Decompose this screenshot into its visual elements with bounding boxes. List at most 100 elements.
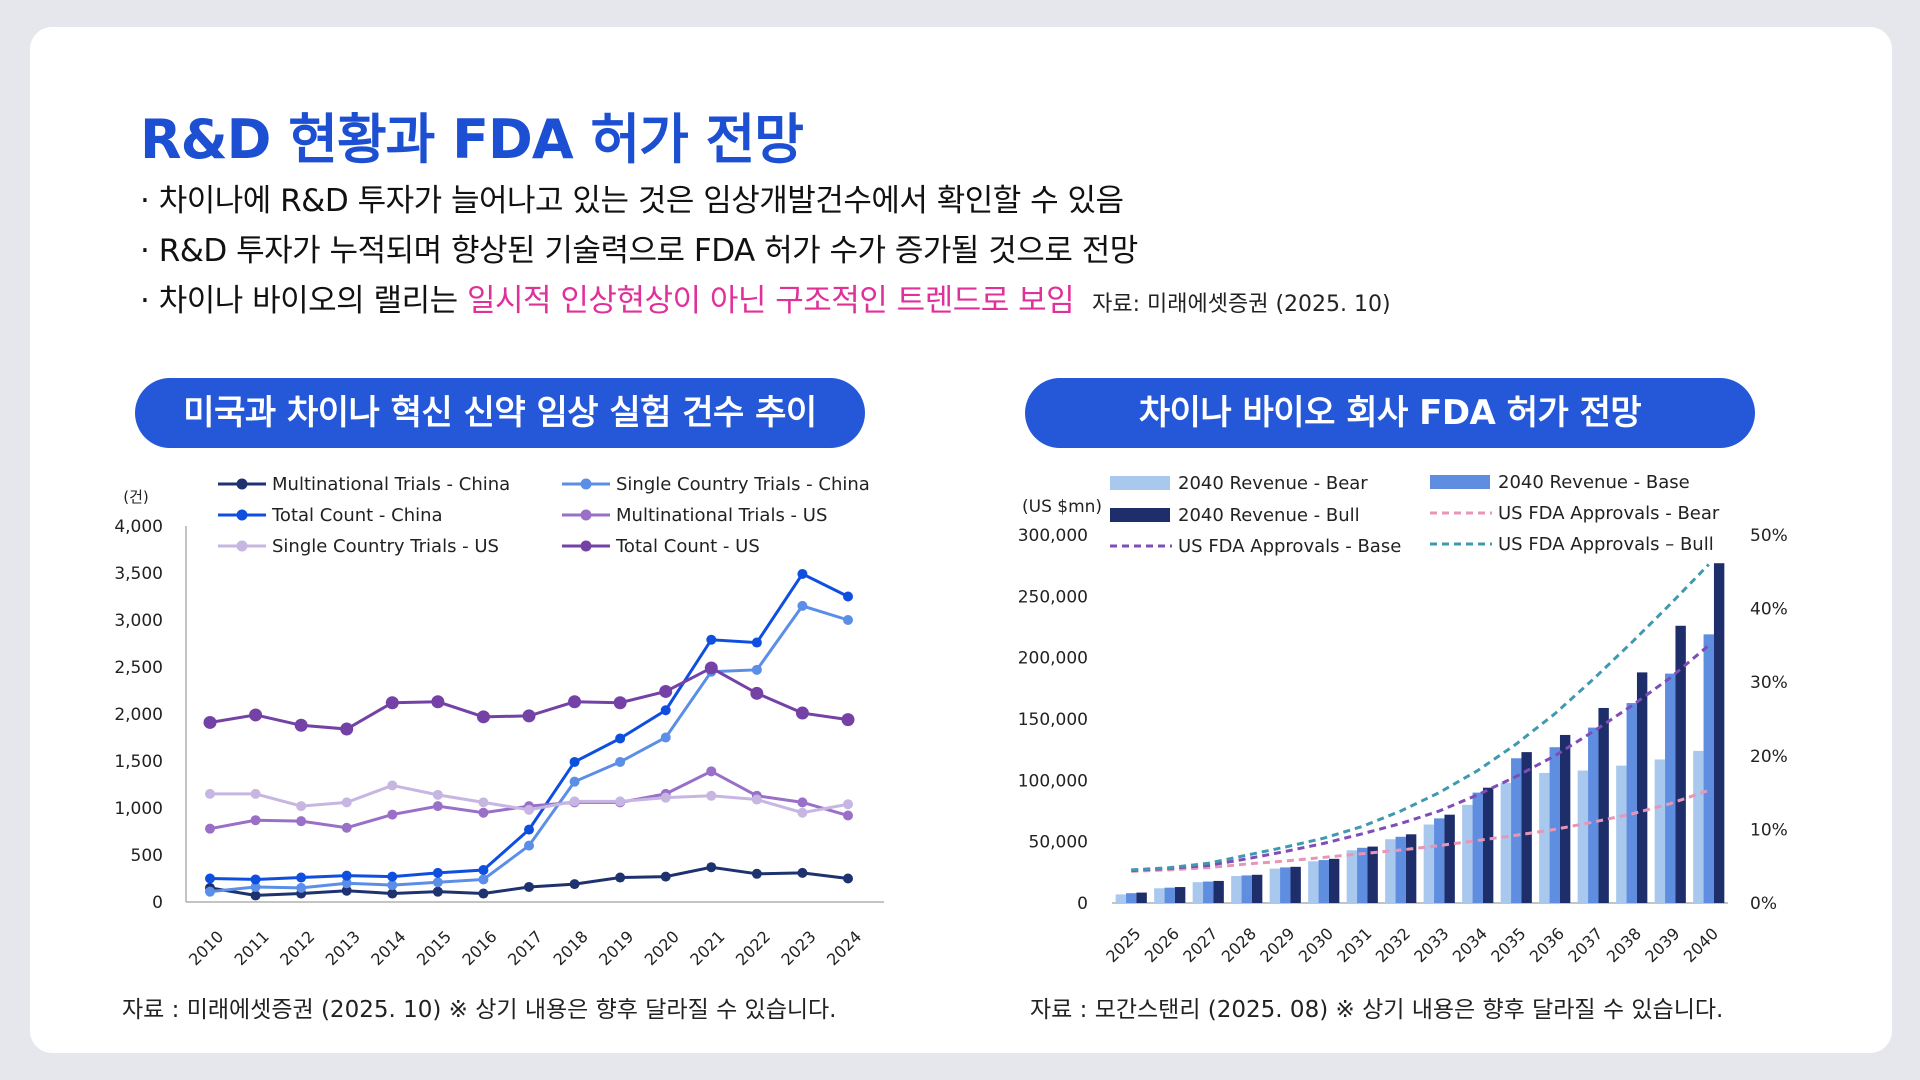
revenue-bar [1269,868,1281,903]
data-point [478,807,489,818]
data-point [385,696,399,710]
x-tick-label: 2035 [1487,924,1529,966]
legend-swatch-marker [236,509,248,521]
legend-label: US FDA Approvals - Base [1178,536,1401,557]
revenue-bar [1115,894,1127,903]
revenue-bar [1636,672,1648,903]
data-point [341,878,352,889]
data-point [615,733,626,744]
revenue-bar [1213,880,1224,903]
data-point [524,840,534,851]
left-chart-title-pill: 미국과 차이나 혁신 신약 임상 실험 건수 추이 [135,378,865,448]
revenue-bar [1539,772,1550,903]
x-tick-label: 2017 [504,927,546,969]
revenue-bar [1231,876,1242,903]
revenue-bar [1626,703,1637,903]
data-point [205,823,215,834]
bullet-highlight: 일시적 인상현상이 아닌 구조적인 트렌드로 보임 [466,283,1075,319]
x-tick-label: 2021 [686,927,728,969]
data-point [249,708,263,722]
page-title: R&D 현황과 FDA 허가 전망 [140,108,804,171]
data-point [704,661,718,675]
data-point [615,796,626,807]
approval-line [1131,563,1710,872]
x-tick-label: 2018 [550,927,592,969]
data-point [432,789,443,800]
revenue-bar [1328,858,1340,903]
x-tick-label: 2024 [823,927,865,969]
x-tick-label: 2038 [1603,924,1645,966]
data-point [432,877,443,888]
data-point [797,600,808,611]
data-point [250,890,261,901]
legend-swatch-marker [580,509,592,521]
legend-label: Single Country Trials - China [616,474,870,495]
y-tick-label: 3,500 [114,564,163,584]
bullet-item: · 차이나 바이오의 랠리는 일시적 인상현상이 아닌 구조적인 트렌드로 보임… [140,276,1391,326]
y-tick-label: 150,000 [1018,710,1088,730]
data-point [751,868,762,879]
revenue-bar [1290,866,1301,903]
data-point [751,664,762,675]
revenue-bar [1665,673,1676,903]
data-point [615,756,626,767]
x-tick-label: 2011 [231,927,273,969]
revenue-bar [1318,860,1329,903]
data-point [569,756,580,767]
data-point [615,872,626,883]
revenue-bar [1472,792,1483,903]
data-point [250,874,261,885]
data-point [751,794,762,805]
y-tick-label: 200,000 [1018,649,1088,669]
x-tick-label: 2012 [276,927,318,969]
legend-label: US FDA Approvals - Bear [1498,503,1720,524]
revenue-bar [1367,846,1378,903]
revenue-bar [1405,834,1417,903]
legend-label: Total Count - US [615,536,760,557]
revenue-bar [1482,787,1494,903]
revenue-bar [1703,634,1714,903]
legend-swatch-bar [1430,475,1490,489]
data-point [205,788,215,799]
data-point [843,591,853,602]
revenue-bar [1616,765,1627,903]
revenue-bar [1434,818,1445,903]
data-point [841,713,855,727]
data-point [706,862,717,873]
x-tick-label: 2014 [367,927,409,969]
trials-line-chart: (건) 0 500 1,000 1,500 2,000 2,500 3,000 3,500 4,0… [114,474,884,969]
bullet-text: · 차이나 바이오의 랠리는 [140,283,467,319]
legend-label: 2040 Revenue - Base [1498,472,1690,493]
revenue-bar [1598,707,1609,903]
data-point [296,816,307,827]
legend-swatch-marker [236,478,248,490]
data-point [341,797,352,808]
revenue-bar [1500,782,1512,903]
data-point [478,865,489,876]
y-tick-label: 250,000 [1018,587,1088,607]
data-point [524,804,534,815]
revenue-bar [1713,563,1725,903]
revenue-bar [1511,758,1522,903]
legend-label: Multinational Trials - China [272,474,510,495]
data-point [478,874,489,885]
x-tick-label: 2034 [1449,924,1491,966]
data-point [750,686,764,700]
data-point [569,776,580,787]
y2-tick-label: 30% [1750,673,1788,693]
data-point [843,799,853,810]
x-tick-label: 2016 [458,927,500,969]
data-point [432,886,443,897]
bullet-item: · 차이나에 R&D 투자가 늘어나고 있는 것은 임상개발건수에서 확인할 수… [140,176,1391,226]
data-point [387,880,398,891]
y2-tick-label: 20% [1750,747,1788,767]
y-tick-label: 1,000 [114,799,163,819]
data-point [205,886,215,897]
data-point [660,705,671,716]
data-point [294,718,308,732]
y2-tick-label: 50% [1750,526,1788,546]
y2-tick-label: 10% [1750,820,1788,840]
revenue-bar [1308,861,1319,903]
data-point [432,801,443,812]
x-tick-label: 2033 [1410,924,1452,966]
